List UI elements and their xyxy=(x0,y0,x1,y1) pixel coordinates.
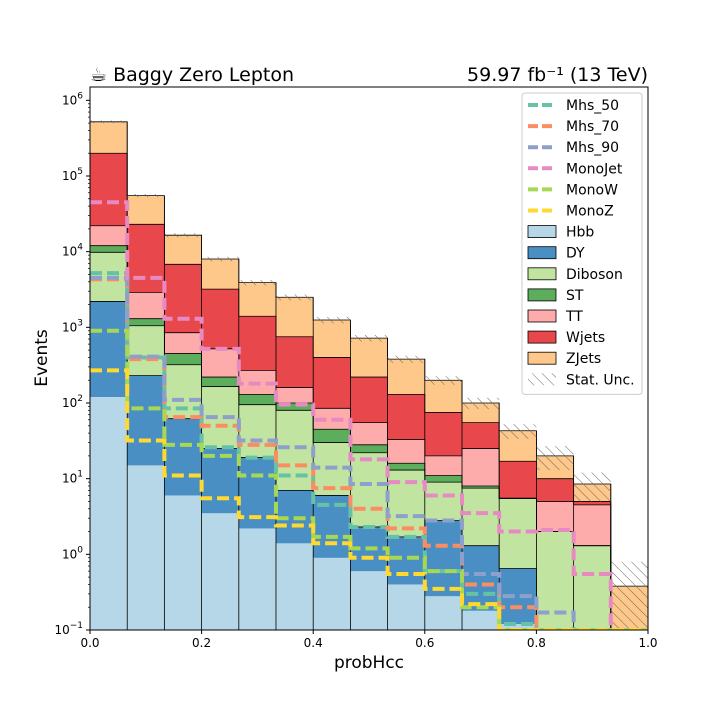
stat-unc-bin-7 xyxy=(350,334,388,342)
legend-swatch-zjets xyxy=(527,351,557,365)
legend-label-mhs-50: Mhs_50 xyxy=(566,98,619,114)
signal-monow xyxy=(90,328,648,630)
bar-hbb-bin-3 xyxy=(201,513,239,630)
x-tick-label: 0.8 xyxy=(527,636,546,650)
stat-unc-bin-3 xyxy=(201,256,239,262)
stat-uncertainty-band xyxy=(90,120,648,630)
y-tick-label: 100 xyxy=(62,545,83,561)
stat-unc-bin-0 xyxy=(90,120,128,124)
stat-unc-bin-2 xyxy=(164,233,202,238)
legend-label-dy: DY xyxy=(566,246,585,262)
signal-curves xyxy=(90,200,648,630)
legend-label-hbb: Hbb xyxy=(566,225,594,241)
bar-hbb-bin-10 xyxy=(462,610,500,630)
chart-title-left: ☕ Baggy Zero Lepton xyxy=(90,64,294,86)
bar-hbb-bin-6 xyxy=(313,557,351,630)
legend-swatch-tt xyxy=(527,309,557,323)
signal-mhs_70 xyxy=(90,277,648,630)
bar-hbb-bin-4 xyxy=(238,528,276,630)
bar-dy-bin-11 xyxy=(499,568,537,630)
x-tick-label: 1.0 xyxy=(638,636,657,650)
stat-unc-bin-11 xyxy=(499,424,537,439)
bar-hbb-bin-2 xyxy=(164,495,202,630)
y-axis-label: Events xyxy=(32,329,52,387)
bar-diboson-bin-12 xyxy=(536,531,574,630)
signal-monojet xyxy=(90,200,648,630)
bar-hbb-bin-5 xyxy=(275,543,314,630)
legend-label-diboson: Diboson xyxy=(566,267,623,283)
bar-hbb-bin-9 xyxy=(424,596,463,630)
stat-unc-bin-8 xyxy=(387,355,425,363)
legend-label-stat-unc-: Stat. Unc. xyxy=(566,372,635,388)
legend-label-monoz: MonoZ xyxy=(566,204,614,220)
x-axis-ticks: 0.0 0.2 0.4 0.6 0.8 1.0 xyxy=(80,630,658,650)
stat-unc-bin-5 xyxy=(275,294,314,301)
legend: Mhs_50 Mhs_70 Mhs_90 MonoJet MonoW MonoZ Hbb DY… xyxy=(521,92,643,395)
stat-unc-bin-13 xyxy=(573,472,611,502)
plot-frame xyxy=(89,86,649,631)
stat-unc-bin-1 xyxy=(127,194,165,198)
legend-swatch-wjets xyxy=(527,330,557,344)
stat-unc-bin-14 xyxy=(610,561,648,630)
legend-label-mhs-70: Mhs_70 xyxy=(566,119,619,135)
legend-swatch-stat-unc- xyxy=(528,373,556,386)
y-tick-label: 102 xyxy=(62,394,83,410)
signal-mhs_90 xyxy=(90,275,648,630)
legend-label-mhs-90: Mhs_90 xyxy=(566,140,619,156)
legend-label-monojet: MonoJet xyxy=(566,161,623,177)
y-tick-label: 10−1 xyxy=(54,621,83,637)
stat-unc-bin-12 xyxy=(536,446,574,471)
signal-monoz xyxy=(90,368,648,630)
legend-label-zjets: ZJets xyxy=(566,351,601,367)
legend-swatch-dy xyxy=(527,246,557,260)
outline-tt xyxy=(90,225,648,630)
bar-hbb-bin-0 xyxy=(90,397,128,630)
x-tick-label: 0.0 xyxy=(80,636,99,650)
x-tick-label: 0.6 xyxy=(415,636,434,650)
outline-wjets xyxy=(90,152,648,630)
legend-label-wjets: Wjets xyxy=(566,330,605,346)
bar-hbb-bin-7 xyxy=(350,571,388,630)
y-tick-label: 105 xyxy=(62,167,83,183)
y-axis-ticks: 10−1 100 101 102 103 104 105 106 xyxy=(54,91,90,637)
legend-swatch-st xyxy=(527,288,557,302)
signal-mhs_50 xyxy=(90,271,648,630)
x-tick-label: 0.4 xyxy=(304,636,323,650)
legend-label-tt: TT xyxy=(565,309,583,325)
stat-unc-bin-4 xyxy=(238,280,276,286)
legend-swatch-hbb xyxy=(527,225,557,239)
legend-frame xyxy=(521,92,643,395)
y-tick-label: 104 xyxy=(62,243,83,259)
bar-diboson-bin-13 xyxy=(573,545,611,630)
bar-hbb-bin-8 xyxy=(387,584,425,630)
x-axis-label: probHcc xyxy=(334,653,404,673)
stat-unc-bin-6 xyxy=(313,316,351,324)
y-tick-label: 103 xyxy=(62,318,83,334)
legend-label-monow: MonoW xyxy=(566,182,618,198)
x-tick-label: 0.2 xyxy=(192,636,211,650)
y-tick-label: 106 xyxy=(62,91,83,107)
legend-swatch-diboson xyxy=(527,267,557,281)
stat-unc-bin-10 xyxy=(462,397,500,410)
y-tick-label: 101 xyxy=(62,470,83,486)
chart-title-right: 59.97 fb⁻¹ (13 TeV) xyxy=(467,64,648,86)
stat-unc-bin-9 xyxy=(424,376,463,385)
legend-label-st: ST xyxy=(566,288,584,304)
bar-hbb-bin-1 xyxy=(127,465,165,630)
bar-hbb-bin-11 xyxy=(499,624,537,630)
